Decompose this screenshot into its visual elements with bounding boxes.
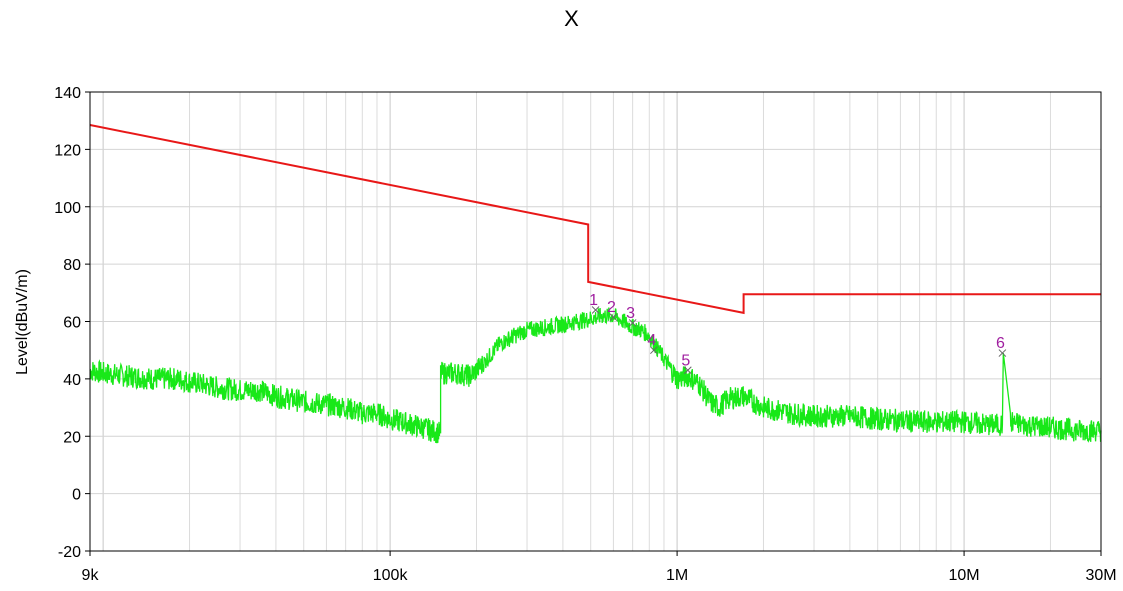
markers-layer: 1 2 34 5 6 xyxy=(589,292,1007,375)
y-tick-label: 120 xyxy=(54,142,81,159)
y-tick-label: 60 xyxy=(63,315,81,332)
series-layer xyxy=(89,124,1102,444)
x-tick-label: 10M xyxy=(949,567,980,584)
y-tick-label: -20 xyxy=(58,544,81,561)
marker-label: 3 xyxy=(626,305,635,322)
marker-1: 1 xyxy=(589,292,600,314)
x-tick-label: 1M xyxy=(666,567,688,584)
marker-5: 5 xyxy=(681,352,692,375)
x-tick-label: 9k xyxy=(82,567,100,584)
y-tick-label: 100 xyxy=(54,200,81,217)
y-axis-label: Level(dBuV/m) xyxy=(14,269,31,375)
marker-label: 2 xyxy=(607,299,616,316)
chart-title: X xyxy=(564,6,579,31)
marker-label: 1 xyxy=(589,292,598,309)
measurement-series-line xyxy=(89,307,1102,444)
marker-cross xyxy=(998,349,1007,357)
y-tick-label: 20 xyxy=(63,429,81,446)
marker-cross xyxy=(628,319,637,327)
marker-4: 4 xyxy=(647,332,658,355)
marker-6: 6 xyxy=(996,335,1007,357)
marker-cross xyxy=(650,346,658,355)
marker-3: 3 xyxy=(626,305,637,327)
y-tick-label: 0 xyxy=(72,487,81,504)
limit-line xyxy=(89,124,1101,315)
y-tick-label: 40 xyxy=(63,372,81,389)
marker-cross xyxy=(683,366,692,375)
marker-label: 6 xyxy=(996,335,1005,352)
marker-cross xyxy=(609,313,618,322)
marker-cross xyxy=(591,306,600,314)
y-tick-label: 80 xyxy=(63,257,81,274)
x-tick-label: 100k xyxy=(373,567,409,584)
x-tick-label: 30M xyxy=(1085,567,1116,584)
y-tick-label: 140 xyxy=(54,85,81,102)
marker-label: 5 xyxy=(681,352,690,369)
marker-2: 2 xyxy=(607,299,618,322)
marker-label: 4 xyxy=(647,332,656,349)
